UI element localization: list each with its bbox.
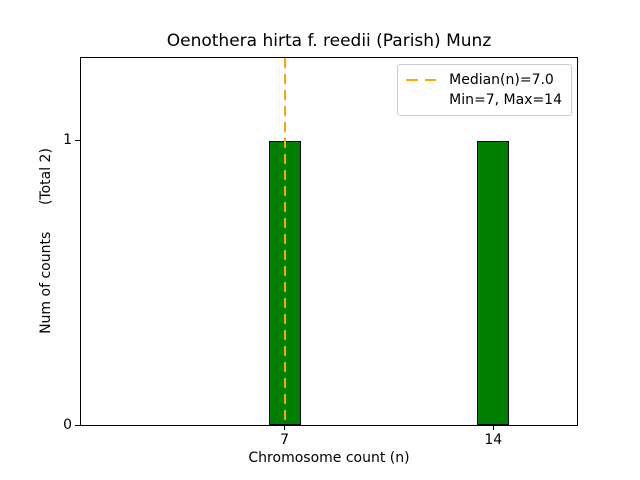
median-line — [283, 58, 286, 425]
legend-row-median: Median(n)=7.0 — [406, 70, 562, 90]
y-tick-label-1: 1 — [63, 132, 72, 148]
legend-sample-spacer — [406, 99, 436, 101]
x-axis-label: Chromosome count (n) — [248, 450, 410, 466]
x-tick-label-7: 7 — [280, 432, 290, 448]
bar-n14 — [477, 140, 510, 425]
legend-row-minmax: Min=7, Max=14 — [406, 90, 562, 110]
y-axis-label: Num of counts (Total 2) — [38, 148, 54, 334]
plot-area: Median(n)=7.0 Min=7, Max=14 7 14 0 1 — [63, 57, 578, 448]
legend-median-dashed-line-sample — [406, 79, 437, 81]
legend-label-minmax: Min=7, Max=14 — [449, 92, 562, 108]
y-tick-mark-1 — [75, 140, 80, 141]
y-tick-mark-0 — [75, 424, 80, 426]
x-tick-mark-7 — [284, 425, 286, 430]
chart-title: Oenothera hirta f. reedii (Parish) Munz — [166, 31, 492, 51]
x-tick-mark-14 — [492, 425, 494, 430]
legend: Median(n)=7.0 Min=7, Max=14 — [397, 64, 572, 116]
y-tick-label-0: 0 — [63, 416, 72, 433]
x-tick-label-14: 14 — [484, 432, 503, 448]
legend-label-median: Median(n)=7.0 — [449, 72, 554, 88]
